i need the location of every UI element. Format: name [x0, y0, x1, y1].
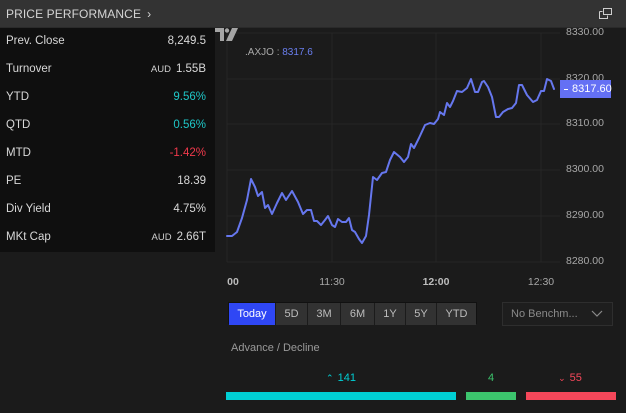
- stat-row-mtd: MTD -1.42%: [0, 140, 215, 168]
- currency-code: AUD: [151, 232, 172, 243]
- stat-label: MTD: [6, 147, 31, 159]
- price-performance-link[interactable]: PRICE PERFORMANCE ›: [6, 7, 151, 21]
- popout-icon[interactable]: [599, 8, 612, 19]
- stat-label: MKt Cap: [6, 231, 51, 243]
- chart-legend: .AXJO : 8317.6: [245, 47, 313, 58]
- y-axis-label: 8290.00: [566, 209, 604, 221]
- chart-canvas[interactable]: [215, 28, 626, 290]
- x-axis-label: 12:30: [527, 276, 555, 288]
- stat-value: 8,249.5: [167, 35, 206, 47]
- legend-value: 8317.6: [282, 47, 313, 58]
- range-today-button[interactable]: Today: [229, 303, 276, 325]
- stat-row-div-yield: Div Yield 4.75%: [0, 196, 215, 224]
- stat-label: QTD: [6, 119, 31, 131]
- stat-value: AUD 1.55B: [150, 63, 206, 75]
- advance-decline-title: Advance / Decline: [231, 342, 320, 354]
- x-axis-label: 00: [227, 276, 239, 288]
- stat-label: YTD: [6, 91, 29, 103]
- arrow-up-icon: ⌃: [326, 373, 334, 383]
- decline-bar: [526, 392, 616, 400]
- arrow-down-icon: ⌄: [558, 373, 566, 383]
- stat-label: PE: [6, 175, 22, 187]
- benchmark-selected-value: No Benchm...: [511, 308, 578, 320]
- range-3m-button[interactable]: 3M: [308, 303, 341, 325]
- y-axis-label: 8280.00: [566, 255, 604, 267]
- stat-value: 9.56%: [173, 91, 206, 103]
- panel-title: PRICE PERFORMANCE: [6, 7, 142, 21]
- advance-bar: [226, 392, 456, 400]
- y-axis-label: 8310.00: [566, 117, 604, 129]
- price-chart[interactable]: .AXJO : 8317.6 8330.00 8320.00 8310.00 8…: [215, 26, 626, 290]
- unchanged-bar: [466, 392, 516, 400]
- stat-row-mkt-cap: MKt Cap AUD 2.66T: [0, 224, 215, 252]
- currency-code: AUD: [150, 64, 171, 75]
- range-ytd-button[interactable]: YTD: [437, 303, 476, 325]
- range-6m-button[interactable]: 6M: [341, 303, 375, 325]
- chevron-down-icon: [591, 310, 603, 317]
- stat-value: AUD 2.66T: [151, 231, 206, 243]
- x-axis-label: 11:30: [319, 276, 345, 288]
- stat-value: 0.56%: [173, 119, 206, 131]
- stat-value: 4.75%: [173, 203, 206, 215]
- last-price-tag: 8317.60: [560, 80, 612, 98]
- legend-separator: :: [276, 47, 280, 58]
- range-selector: Today 5D 3M 6M 1Y 5Y YTD: [228, 302, 477, 325]
- stat-row-turnover: Turnover AUD 1.55B: [0, 56, 215, 84]
- y-axis-label: 8300.00: [566, 163, 604, 175]
- legend-symbol: .AXJO: [245, 47, 274, 58]
- advance-count: ⌃ 141: [326, 372, 356, 384]
- tradingview-logo-icon[interactable]: [215, 28, 239, 41]
- range-5d-button[interactable]: 5D: [276, 303, 308, 325]
- stat-label: Turnover: [6, 63, 52, 75]
- stat-row-qtd: QTD 0.56%: [0, 112, 215, 140]
- y-axis-label: 8330.00: [566, 26, 604, 38]
- price-line: [226, 78, 555, 244]
- range-5y-button[interactable]: 5Y: [406, 303, 437, 325]
- chevron-right-icon: ›: [147, 7, 152, 21]
- stat-row-prev-close: Prev. Close 8,249.5: [0, 28, 215, 56]
- stat-label: Div Yield: [6, 203, 51, 215]
- stat-row-ytd: YTD 9.56%: [0, 84, 215, 112]
- panel-header: PRICE PERFORMANCE ›: [0, 0, 626, 28]
- x-axis-label: 12:00: [422, 276, 450, 288]
- stat-value: -1.42%: [169, 147, 206, 159]
- range-1y-button[interactable]: 1Y: [375, 303, 406, 325]
- benchmark-dropdown[interactable]: No Benchm...: [502, 302, 613, 326]
- decline-count: ⌄ 55: [558, 372, 582, 384]
- unchanged-count: 4: [487, 372, 495, 384]
- stat-row-pe: PE 18.39: [0, 168, 215, 196]
- stat-label: Prev. Close: [6, 35, 65, 47]
- stats-panel: Prev. Close 8,249.5 Turnover AUD 1.55B YT…: [0, 28, 215, 252]
- stat-value: 18.39: [177, 175, 206, 187]
